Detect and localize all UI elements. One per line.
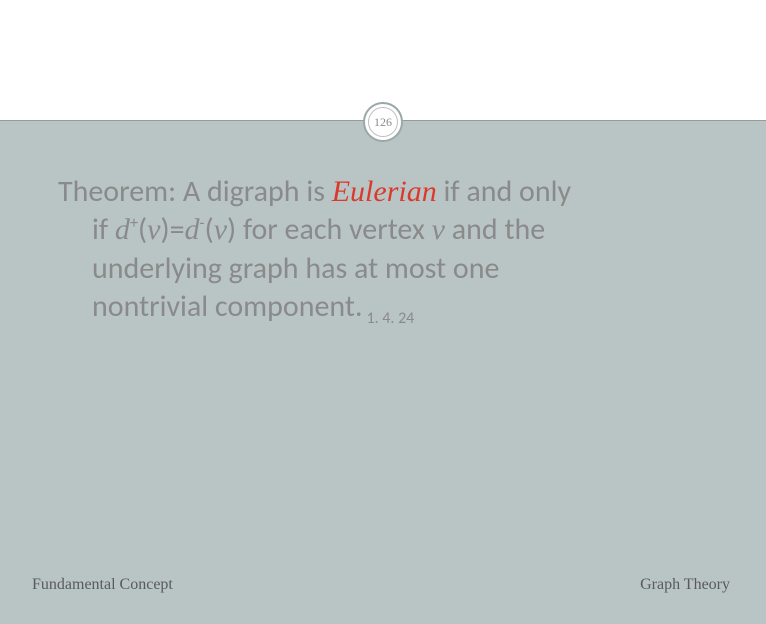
eq: =: [170, 211, 185, 248]
paren-open1: (: [138, 211, 147, 248]
paren-close1: ): [160, 211, 169, 248]
theorem-line4: nontrivial component.: [92, 288, 363, 325]
footer-right: Graph Theory: [640, 576, 730, 594]
page-number: 126: [368, 107, 398, 137]
line2-prefix: if: [92, 211, 115, 248]
slide-body: Theorem: A digraph is Eulerian if and on…: [0, 121, 766, 624]
sup-plus1: +: [130, 213, 138, 233]
theorem-ref: 1. 4. 24: [363, 309, 415, 328]
header-band: [0, 0, 766, 108]
theorem-line4-wrap: nontrivial component.1. 4. 24: [58, 288, 726, 329]
line2-suffix: for each vertex: [236, 211, 432, 248]
theorem-statement: Theorem: A digraph is Eulerian if and on…: [58, 173, 726, 330]
paren-close2: ): [227, 211, 236, 248]
math-v3: v: [432, 213, 445, 246]
paren-open2: (: [205, 211, 214, 248]
theorem-line3: underlying graph has at most one: [58, 250, 726, 288]
theorem-line2: if d+(v)=d-(v) for each vertex v and the: [58, 211, 726, 249]
theorem-lead: Theorem: A digraph is: [58, 173, 332, 210]
theorem-after-eulerian: if and only: [437, 173, 571, 210]
eulerian-term: Eulerian: [332, 175, 437, 208]
math-v1: v: [147, 213, 160, 246]
math-d2: d: [185, 213, 200, 246]
footer-left: Fundamental Concept: [32, 576, 173, 594]
math-d1: d: [115, 213, 130, 246]
page-number-badge: 126: [363, 102, 403, 142]
line2-end: and the: [445, 211, 545, 248]
math-v2: v: [214, 213, 227, 246]
